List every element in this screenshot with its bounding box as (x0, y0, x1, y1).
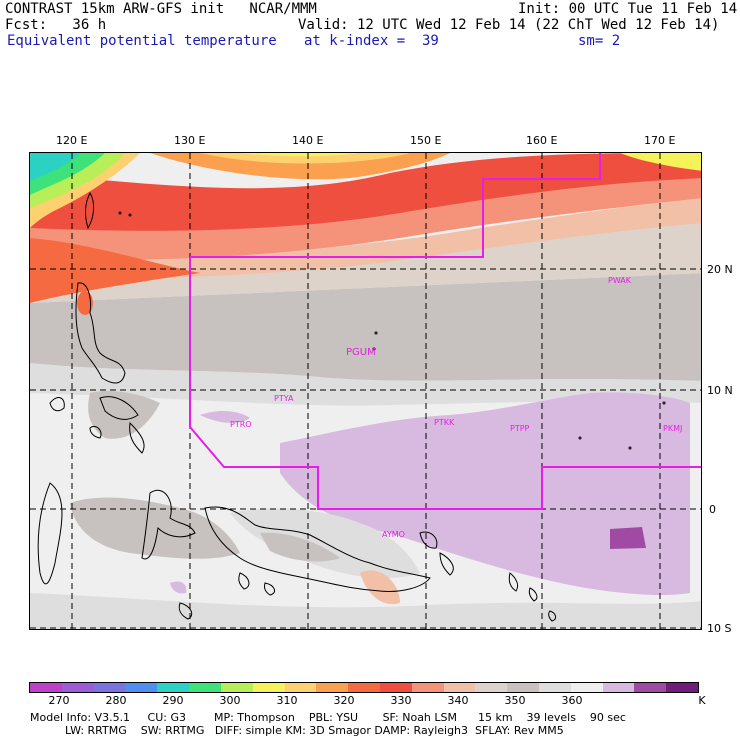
colorbar-label: 300 (219, 694, 241, 707)
colorbar-swatch (443, 683, 476, 692)
lon-label-120: 120 E (56, 134, 88, 147)
lon-label-130: 130 E (174, 134, 206, 147)
model-title: CONTRAST 15km ARW-GFS init NCAR/MMM (5, 1, 317, 17)
init-time: Init: 00 UTC Tue 11 Feb 14 (518, 1, 738, 17)
smoothing: sm= 2 (578, 33, 621, 49)
colorbar-swatch (411, 683, 444, 692)
colorbar-label: 330 (390, 694, 412, 707)
lat-label-10n: 10 N (707, 384, 733, 397)
station-aymo: AYMO (382, 530, 405, 539)
lat-label-10s: 10 S (707, 622, 732, 635)
colorbar-swatch (507, 683, 539, 692)
nest-boundary (189, 153, 701, 510)
colorbar-label: 320 (333, 694, 355, 707)
lon-label-160: 160 E (526, 134, 558, 147)
colorbar-swatch (30, 683, 62, 692)
station-ptkk: PTKK (434, 418, 455, 427)
colorbar-swatch (634, 683, 667, 692)
colorbar-swatch (220, 683, 253, 692)
station-pgum: PGUM (346, 347, 376, 358)
colorbar-swatch (602, 683, 635, 692)
station-pkmj: PKMJ (663, 424, 682, 433)
colorbar-label: 290 (162, 694, 184, 707)
level-index: at k-index = 39 (304, 33, 439, 49)
graticule (30, 153, 701, 629)
forecast-hour: Fcst: 36 h (5, 17, 107, 33)
colorbar-swatch (316, 683, 349, 692)
valid-time: Valid: 12 UTC Wed 12 Feb 14 (22 ChT Wed … (298, 17, 720, 33)
lat-label-0: 0 (709, 503, 716, 516)
model-info-line1: Model Info: V3.5.1 CU: G3 MP: Thompson P… (30, 711, 626, 724)
station-ptro: PTRO (230, 420, 252, 429)
colorbar-swatch (284, 683, 317, 692)
colorbar-label: 350 (504, 694, 526, 707)
colorbar-swatch (252, 683, 285, 692)
colorbar-label: 360 (561, 694, 583, 707)
colorbar-unit: K (698, 694, 706, 707)
colorbar-swatch (539, 683, 571, 692)
colorbar-swatch (125, 683, 158, 692)
map-panel: PWAK PGUM PTYA PTRO PTKK PTPP PKMJ AYMO (29, 152, 702, 630)
lon-label-150: 150 E (410, 134, 442, 147)
colorbar-label: 310 (276, 694, 298, 707)
colorbar-label: 270 (48, 694, 70, 707)
colorbar-swatch (157, 683, 190, 692)
colorbar-swatch (93, 683, 126, 692)
colorbar (29, 682, 699, 693)
lon-label-140: 140 E (292, 134, 324, 147)
station-pwak: PWAK (608, 276, 632, 285)
model-info-line2: LW: RRTMG SW: RRTMG DIFF: simple KM: 3D … (30, 724, 564, 737)
colorbar-swatch (666, 683, 699, 692)
colorbar-label: 340 (447, 694, 469, 707)
colorbar-swatch (475, 683, 508, 692)
colorbar-swatch (189, 683, 221, 692)
station-ptya: PTYA (274, 394, 294, 403)
colorbar-swatch (61, 683, 94, 692)
colorbar-swatch (379, 683, 412, 692)
colorbar-label: 280 (105, 694, 127, 707)
field-name: Equivalent potential temperature (7, 33, 277, 49)
colorbar-swatch (570, 683, 603, 692)
lat-label-20n: 20 N (707, 263, 733, 276)
coastlines (37, 191, 666, 622)
colorbar-swatch (348, 683, 380, 692)
lon-label-170: 170 E (644, 134, 676, 147)
station-ptpp: PTPP (510, 424, 530, 433)
theta-e-field: PWAK PGUM PTYA PTRO PTKK PTPP PKMJ AYMO (30, 153, 701, 629)
